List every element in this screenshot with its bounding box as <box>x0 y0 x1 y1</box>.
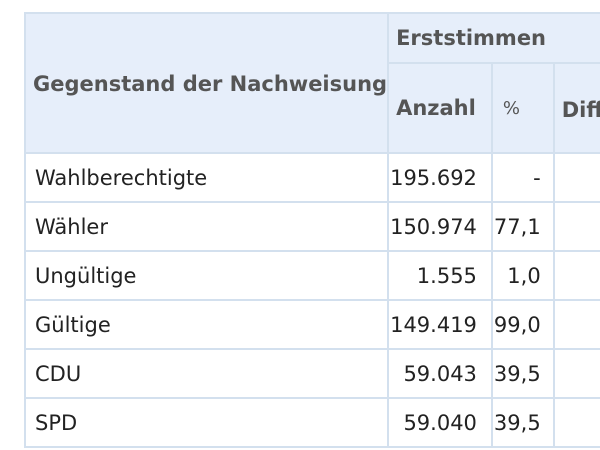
row-count: 149.419 <box>387 299 493 350</box>
row-count: 150.974 <box>387 201 493 252</box>
header-erststimmen: Erststimmen <box>387 12 600 64</box>
table-row: Wähler 150.974 77,1 <box>23 201 600 252</box>
row-percent: 99,0 <box>490 299 555 350</box>
header-subject: Gegenstand der Nachweisung <box>23 12 390 154</box>
row-count: 59.040 <box>387 397 493 448</box>
row-percent: 39,5 <box>490 397 555 448</box>
row-count: 1.555 <box>387 250 493 301</box>
table-row: Ungültige 1.555 1,0 <box>23 250 600 301</box>
header-percent: % <box>490 62 555 154</box>
row-diff <box>552 348 600 399</box>
row-label: CDU <box>23 348 390 399</box>
row-percent: 39,5 <box>490 348 555 399</box>
table-row: SPD 59.040 39,5 <box>23 397 600 448</box>
row-label: Wähler <box>23 201 390 252</box>
row-label: Gültige <box>23 299 390 350</box>
row-percent: - <box>490 152 555 203</box>
row-percent: 1,0 <box>490 250 555 301</box>
row-count: 195.692 <box>387 152 493 203</box>
row-diff <box>552 250 600 301</box>
election-results-table: Gegenstand der Nachweisung Erststimmen A… <box>23 12 600 448</box>
row-count: 59.043 <box>387 348 493 399</box>
table-row: CDU 59.043 39,5 <box>23 348 600 399</box>
table-row: Wahlberechtigte 195.692 - <box>23 152 600 203</box>
row-percent: 77,1 <box>490 201 555 252</box>
table-row: Gültige 149.419 99,0 <box>23 299 600 350</box>
row-diff <box>552 201 600 252</box>
header-diff: Diff in % <box>552 62 600 154</box>
row-label: Ungültige <box>23 250 390 301</box>
header-count: Anzahl <box>387 62 493 154</box>
row-label: SPD <box>23 397 390 448</box>
row-diff <box>552 299 600 350</box>
row-diff <box>552 152 600 203</box>
row-diff <box>552 397 600 448</box>
row-label: Wahlberechtigte <box>23 152 390 203</box>
